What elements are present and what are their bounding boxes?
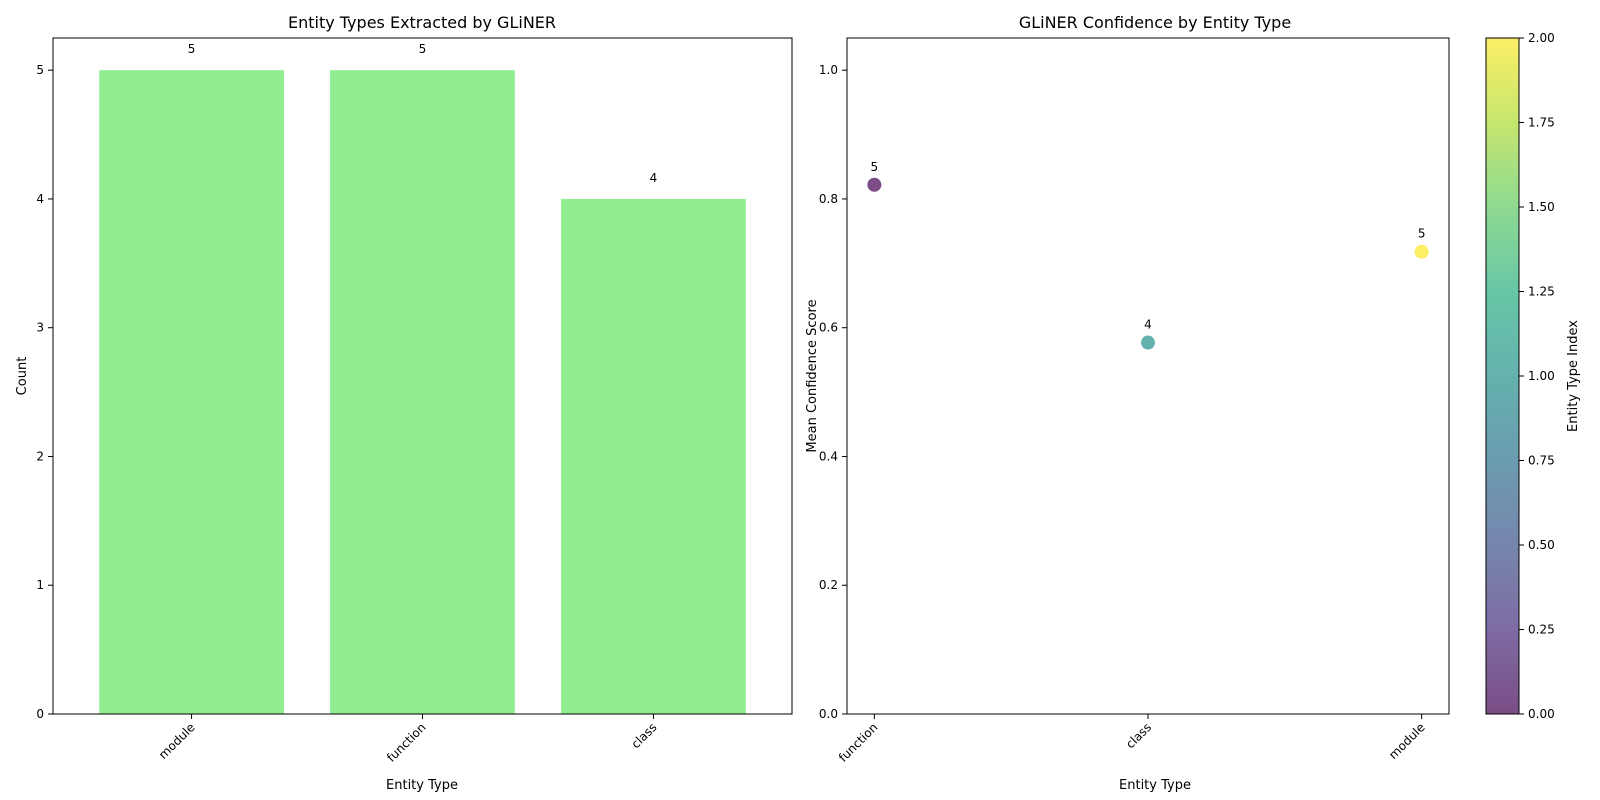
y-tick-label: 0	[36, 707, 44, 721]
bar-chart: Entity Types Extracted by GLiNER 5 5 4 0 1 2…	[15, 13, 793, 793]
colorbar-tick-label: 0.75	[1528, 454, 1555, 468]
point-label: 5	[871, 160, 879, 174]
point-label: 5	[1418, 227, 1426, 241]
x-tick-label: module	[1386, 720, 1428, 762]
colorbar-gradient	[1486, 38, 1519, 714]
colorbar-tick-label: 1.25	[1528, 285, 1555, 299]
bar-class	[561, 198, 746, 714]
x-tick-label: function	[384, 720, 429, 765]
colorbar-tick-label: 1.00	[1528, 369, 1555, 383]
point-function	[867, 177, 882, 192]
bar-function	[330, 70, 515, 714]
data-label: 4	[650, 171, 658, 185]
x-tick-label: function	[836, 720, 881, 765]
colorbar-tick-label: 0.00	[1528, 707, 1555, 721]
y-tick-label: 1.0	[819, 63, 838, 77]
colorbar-tick-label: 0.50	[1528, 538, 1555, 552]
x-tick-label: class	[1123, 720, 1154, 751]
y-tick-label: 1	[36, 578, 44, 592]
x-axis-label: Entity Type	[1119, 778, 1191, 793]
colorbar-label: Entity Type Index	[1566, 320, 1581, 432]
y-tick-label: 3	[36, 321, 44, 335]
y-tick-label: 4	[36, 192, 44, 206]
data-label: 5	[419, 42, 427, 56]
y-axis-label: Count	[15, 357, 30, 396]
x-tick-label: class	[629, 720, 660, 751]
plot-frame	[52, 37, 793, 715]
y-tick-label: 0.2	[819, 578, 838, 592]
colorbar-tick-label: 0.25	[1528, 623, 1555, 637]
y-tick-label: 0.4	[819, 449, 838, 463]
y-tick-label: 0.0	[819, 707, 838, 721]
colorbar-tick-label: 1.75	[1528, 116, 1555, 130]
colorbar-tick-label: 2.00	[1528, 31, 1555, 45]
y-axis-label: Mean Confidence Score	[805, 299, 820, 452]
y-tick-label: 0.6	[819, 321, 838, 335]
colorbar: 0.00 0.25 0.50 0.75 1.00 1.25 1.50 1.75 2.00 Ent…	[1485, 31, 1581, 721]
chart-title: Entity Types Extracted by GLiNER	[288, 13, 556, 32]
x-axis-label: Entity Type	[386, 778, 458, 793]
y-tick-label: 5	[36, 63, 44, 77]
y-tick-label: 2	[36, 449, 44, 463]
data-label: 5	[188, 42, 196, 56]
colorbar-tick-label: 1.50	[1528, 200, 1555, 214]
point-class	[1141, 335, 1155, 350]
point-label: 4	[1144, 318, 1152, 332]
plot-frame	[846, 37, 1450, 715]
bar-module	[99, 70, 284, 714]
point-module	[1414, 244, 1429, 259]
y-tick-label: 0.8	[819, 192, 838, 206]
x-tick-label: module	[156, 720, 198, 762]
scatter-chart: GLiNER Confidence by Entity Type 5 4 5 0.0…	[805, 13, 1450, 793]
chart-title: GLiNER Confidence by Entity Type	[1019, 13, 1291, 32]
